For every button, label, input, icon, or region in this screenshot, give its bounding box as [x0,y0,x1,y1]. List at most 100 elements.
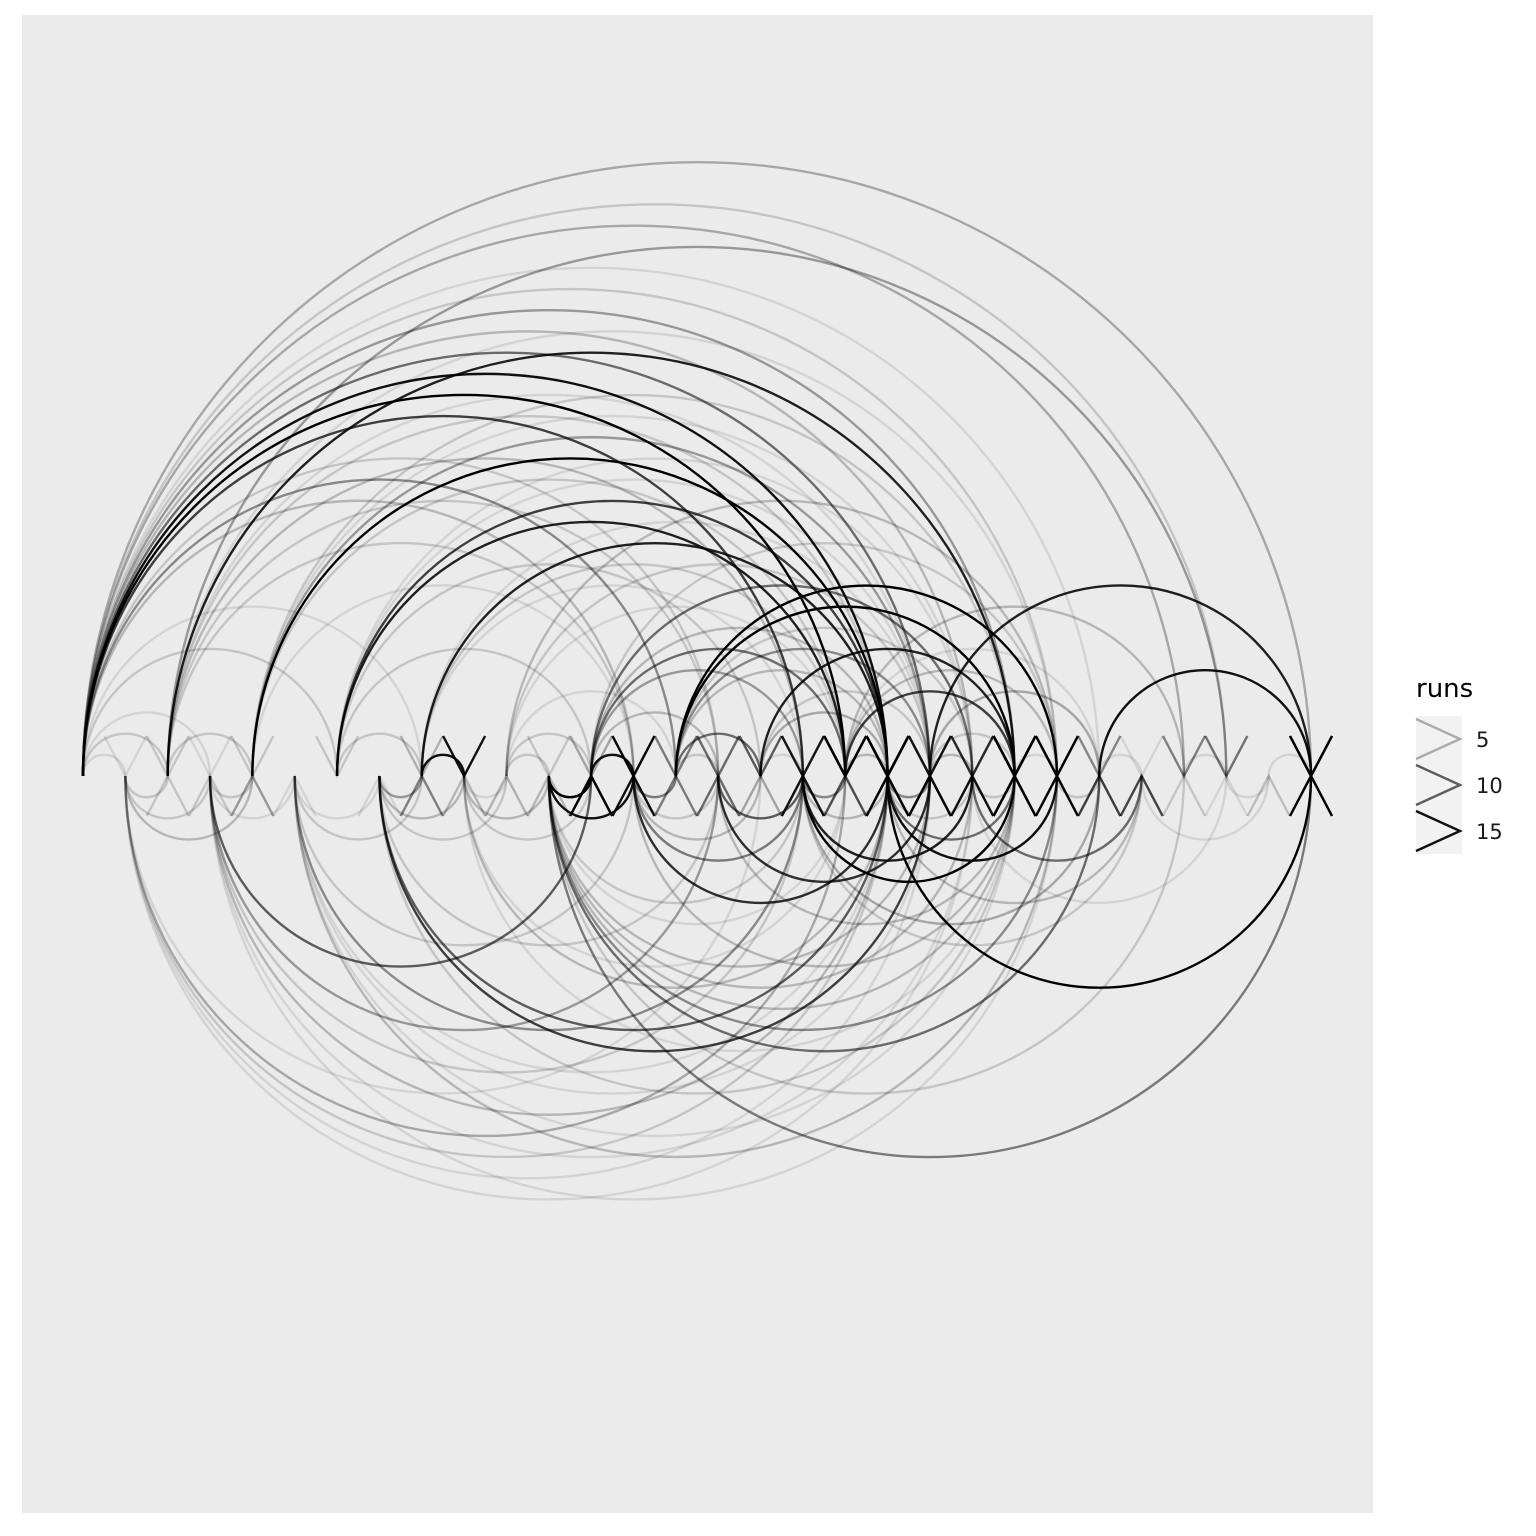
edge-arc [928,753,974,777]
edge-arrowhead [696,735,741,779]
edge-arc [124,775,169,799]
edge-arrowhead [230,735,275,779]
edge-arc [632,775,805,862]
edge-1-28 [81,203,1249,779]
edge-4-6 [208,773,317,820]
edge-28-29 [1225,773,1291,817]
edge-19-27 [844,605,1207,779]
edge-22-23 [971,773,1037,817]
edge-arc [801,775,847,799]
edge-arrowhead [992,773,1037,817]
legend-key-arrow [1415,717,1463,761]
edge-arc [716,775,805,820]
edge-arc [632,775,678,799]
edge-arc [293,775,889,1074]
edge-arc [293,775,932,1095]
edge-arc [124,775,212,820]
edge-arc [589,542,1059,777]
edge-arc [1098,753,1143,777]
edge-arc [335,499,889,777]
edge-arc [801,775,974,862]
edge-arc [462,775,508,799]
edge-arrowhead [992,773,1037,817]
edge-arc [81,309,1016,777]
edge-arc [844,690,1016,777]
edge-1-2 [81,735,148,779]
edge-arc [124,775,762,1095]
edge-arc [801,775,889,820]
edge-arc [81,647,339,777]
edge-arc [759,647,1016,777]
edge-arc [166,542,635,777]
edge-arc [632,775,1016,968]
edge-arc [759,753,805,777]
edge-25-30 [1098,669,1334,779]
edge-2-19 [124,773,868,1138]
edge-arrowhead [950,735,995,779]
edge-arc [547,775,847,926]
edge-arc [1267,753,1313,777]
edge-arc [971,775,1228,905]
edge-arc [251,457,889,777]
edge-arc [335,478,932,777]
edge-arrowhead [1034,735,1079,779]
edge-arc [420,563,847,777]
edge-arc [505,563,932,777]
edge-arc [674,732,762,777]
edge-arc [81,160,1313,777]
edge-arrowhead [1161,773,1207,817]
edge-arrowhead [1119,773,1164,817]
edge-arrowhead [1204,735,1249,779]
edge-arc [81,203,1228,777]
edge-10-19 [462,773,868,968]
edge-arc [844,605,1186,777]
edge-arc [208,775,974,1159]
edge-arc [886,775,1016,841]
edge-arc [293,775,635,947]
edge-arc [547,775,1186,1095]
edge-arrowhead [907,735,952,779]
edge-arrowhead [950,773,995,817]
edge-20-23 [886,773,1037,841]
edge-3-24 [166,331,1079,779]
edge-arc [81,499,635,777]
edge-5-23 [251,393,1037,779]
edge-arrowhead [357,773,402,817]
edge-arrowhead [1204,773,1249,817]
edge-arc [674,626,974,777]
edge-arc [589,669,805,777]
edge-9-21 [420,520,952,779]
edge-arrowhead [103,735,148,779]
edge-arrowhead [992,735,1037,779]
edge-arc [886,775,1059,862]
legend-label: 5 [1476,728,1489,752]
edge-arrowhead [992,773,1037,817]
edge-arc [378,775,466,820]
edge-arc [166,457,805,777]
edge-arc [124,775,889,1159]
edge-arrowhead [865,735,910,779]
edge-arc [166,245,1228,777]
edge-arrowhead [823,773,868,817]
edge-arc [928,584,1313,777]
edge-arrowhead [526,773,571,817]
edge-23-24 [1013,735,1079,779]
edge-arc [293,775,1059,1159]
edge-arrowhead [484,773,529,817]
edge-arc [208,775,1059,1201]
edge-arc [251,478,847,777]
edge-6-9 [293,773,444,841]
edge-arc [886,775,974,820]
edge-arc [886,775,932,799]
legend-title: runs [1416,674,1473,704]
edge-arc [844,647,1101,777]
edge-arrowhead [272,773,317,817]
edge-5-22 [251,414,995,779]
edge-arc [335,563,762,777]
edge-arc [928,690,1101,777]
edge-arc [462,775,1016,1053]
edge-arc [335,647,593,777]
edge-arrowhead [780,735,825,779]
edge-7-9 [335,732,444,779]
